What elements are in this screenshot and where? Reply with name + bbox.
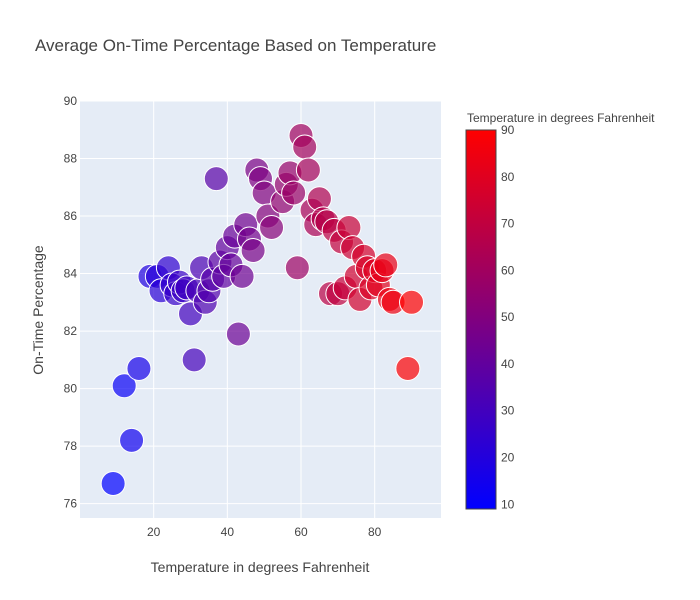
colorbar-tick-label: 30 xyxy=(501,404,515,418)
scatter-point[interactable] xyxy=(259,215,285,241)
colorbar-tick-label: 50 xyxy=(501,310,515,324)
chart-title: Average On-Time Percentage Based on Temp… xyxy=(35,36,436,55)
scatter-point[interactable] xyxy=(119,427,145,453)
scatter-point[interactable] xyxy=(203,166,229,192)
x-tick-label: 40 xyxy=(221,525,235,539)
x-tick-label: 80 xyxy=(368,525,382,539)
x-axis-ticks: 20 40 60 80 xyxy=(147,525,382,539)
y-tick-label: 88 xyxy=(64,152,78,166)
colorbar-tick-label: 10 xyxy=(501,497,515,511)
scatter-point[interactable] xyxy=(229,263,255,289)
colorbar-tick-label: 80 xyxy=(501,170,515,184)
scatter-point[interactable] xyxy=(240,238,266,264)
scatter-point[interactable] xyxy=(281,180,307,206)
y-tick-label: 76 xyxy=(64,497,78,511)
scatter-point[interactable] xyxy=(111,373,137,399)
colorbar-tick-label: 20 xyxy=(501,451,515,465)
scatter-point[interactable] xyxy=(399,289,425,315)
scatter-point[interactable] xyxy=(181,347,207,373)
x-tick-label: 60 xyxy=(294,525,308,539)
y-axis-ticks: 76 78 80 82 84 86 88 90 xyxy=(64,94,78,511)
y-tick-label: 80 xyxy=(64,382,78,396)
colorbar-ticks: 10 20 30 40 50 60 70 80 90 xyxy=(501,123,515,511)
scatter-point[interactable] xyxy=(373,252,399,278)
colorbar-tick-label: 90 xyxy=(501,123,515,137)
scatter-point[interactable] xyxy=(284,255,310,281)
y-axis-label: On-Time Percentage xyxy=(30,245,46,375)
colorbar-tick-label: 40 xyxy=(501,357,515,371)
scatter-point[interactable] xyxy=(126,355,152,381)
scatter-point[interactable] xyxy=(100,470,126,496)
data-points xyxy=(100,123,425,496)
y-tick-label: 82 xyxy=(64,324,78,338)
y-tick-label: 86 xyxy=(64,209,78,223)
scatter-point[interactable] xyxy=(295,157,321,183)
x-axis-label: Temperature in degrees Fahrenheit xyxy=(151,559,370,575)
x-tick-label: 20 xyxy=(147,525,161,539)
colorbar-tick-label: 60 xyxy=(501,263,515,277)
colorbar[interactable] xyxy=(465,129,497,510)
y-tick-label: 78 xyxy=(64,439,78,453)
scatter-point[interactable] xyxy=(225,321,251,347)
colorbar-title: Temperature in degrees Fahrenheit xyxy=(467,111,655,125)
scatter-point[interactable] xyxy=(292,134,318,160)
colorbar-tick-label: 70 xyxy=(501,217,515,231)
y-tick-label: 84 xyxy=(64,267,78,281)
y-tick-label: 90 xyxy=(64,94,78,108)
scatter-point[interactable] xyxy=(395,355,421,381)
